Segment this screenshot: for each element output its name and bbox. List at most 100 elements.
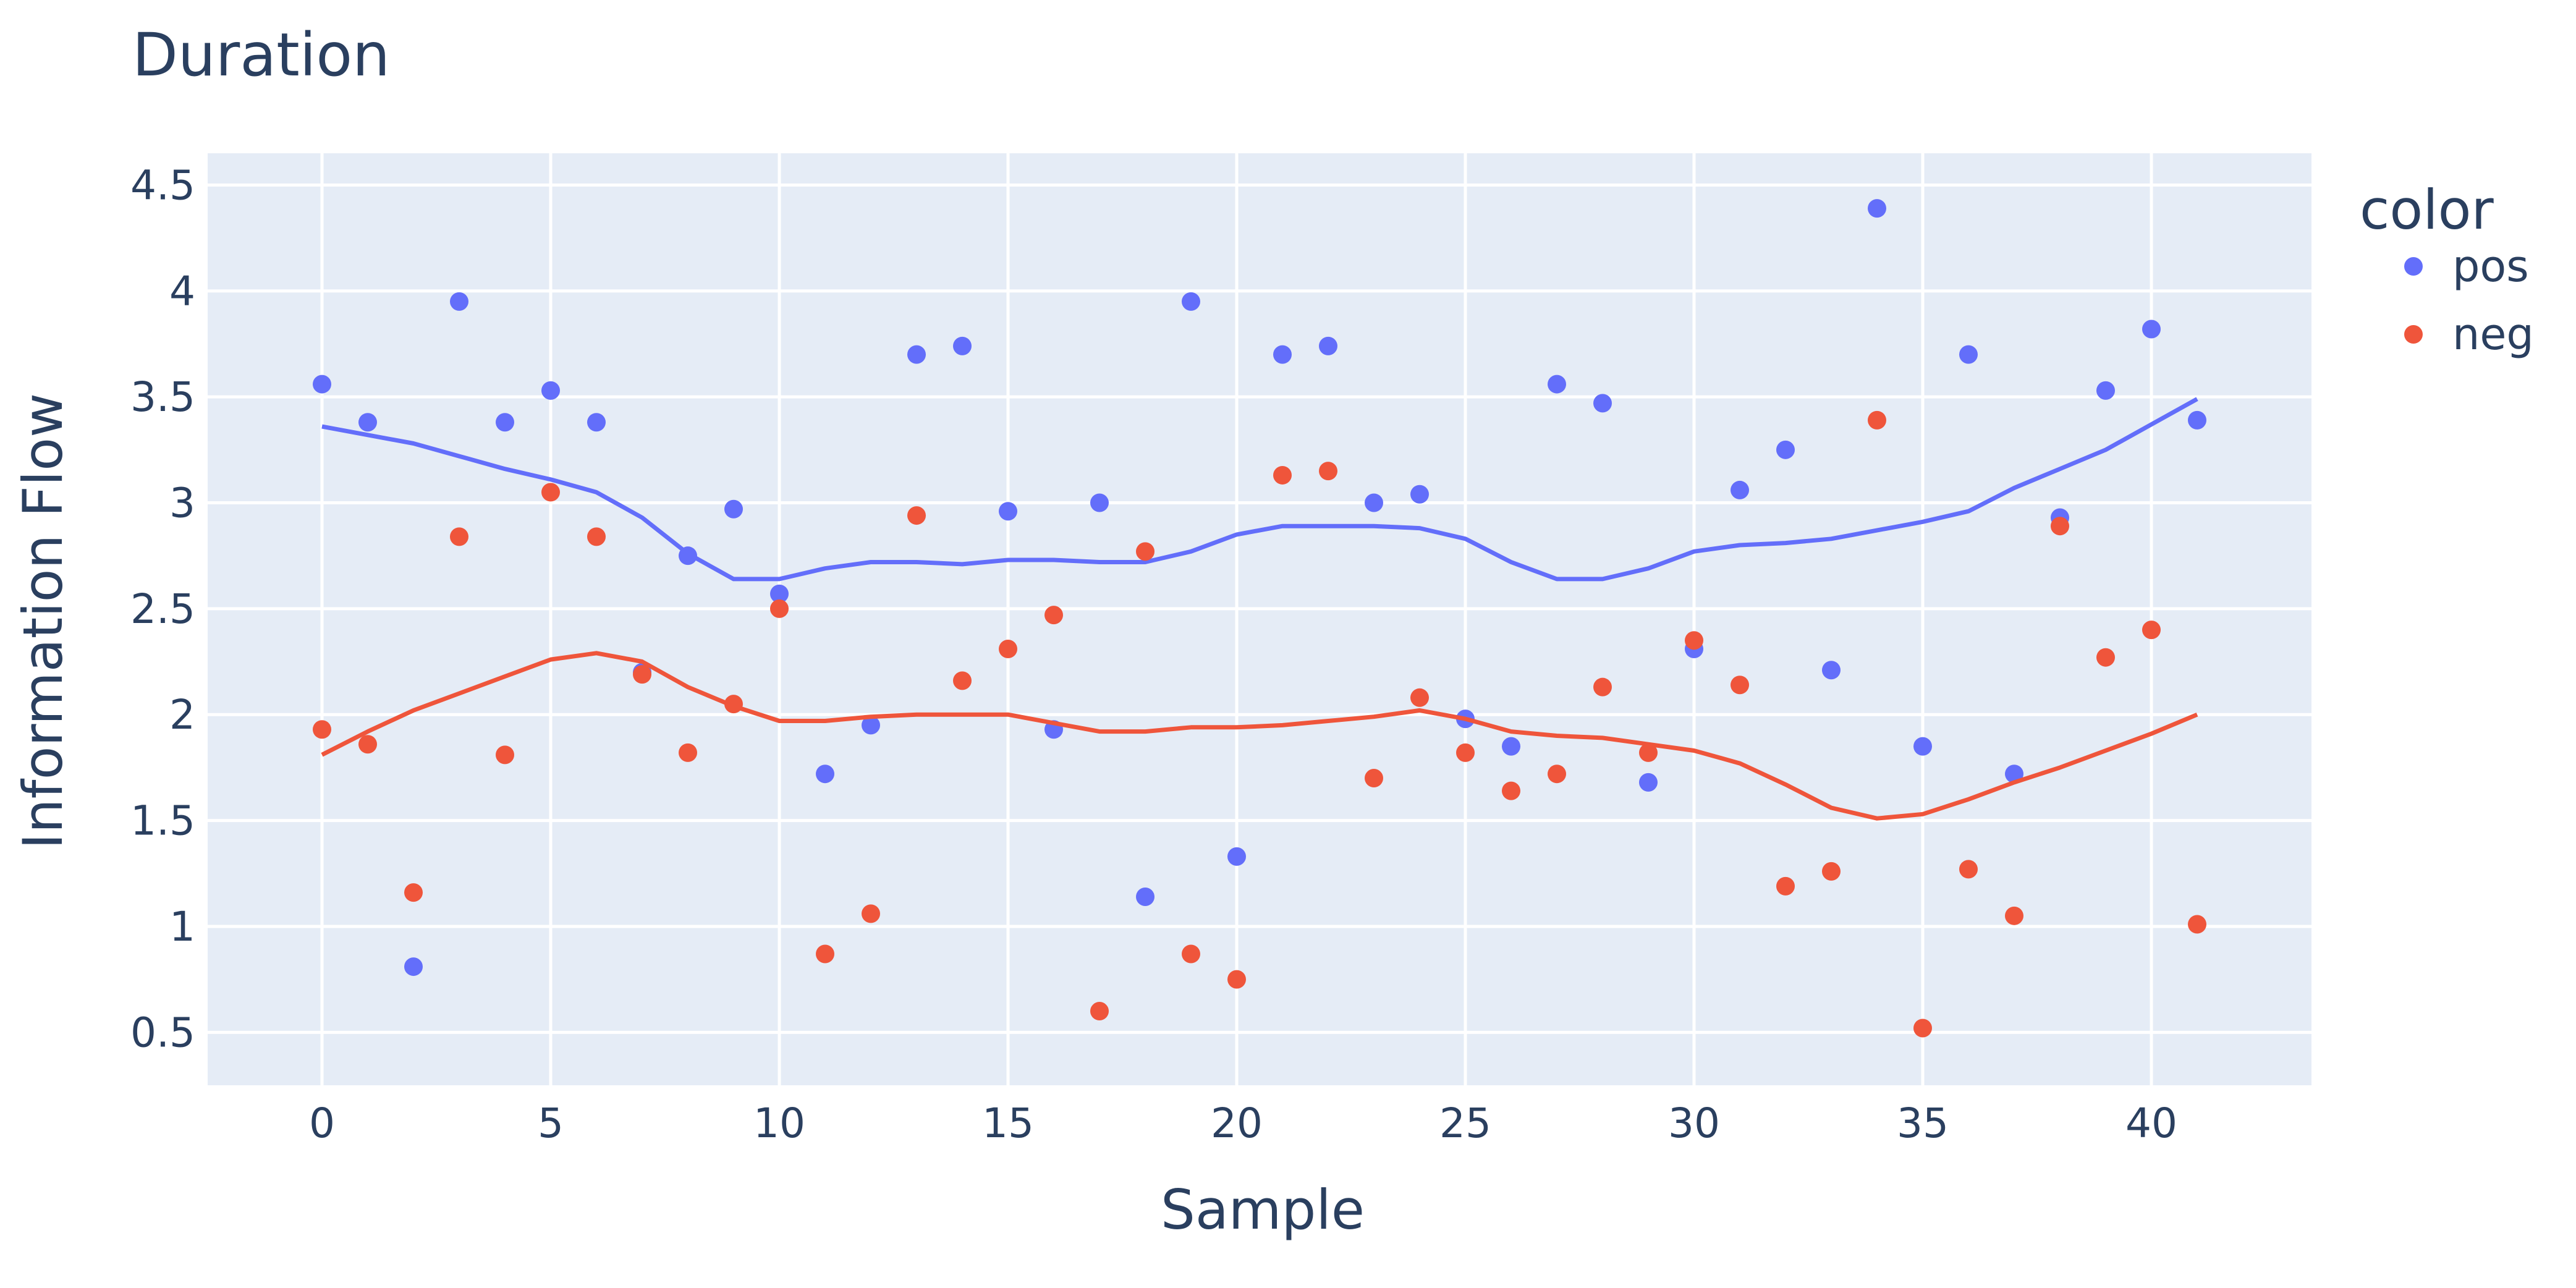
- x-tick-label: 0: [309, 1099, 335, 1147]
- trend-line-pos: [321, 397, 2198, 582]
- data-point-neg: [862, 904, 880, 923]
- data-point-neg: [1593, 677, 1612, 697]
- data-point-neg: [1731, 676, 1749, 695]
- data-point-neg: [907, 506, 926, 525]
- data-point-neg: [816, 944, 834, 964]
- x-axis-title: Sample: [1161, 1178, 1365, 1242]
- legend-title: color: [2360, 178, 2494, 242]
- data-point-pos: [1822, 661, 1841, 680]
- trend-line-neg: [321, 651, 2198, 821]
- data-point-neg: [1959, 860, 1978, 879]
- traces: [313, 199, 2206, 1038]
- y-tick-label: 1: [169, 903, 195, 951]
- data-point-pos: [1548, 375, 1566, 394]
- data-point-neg: [1776, 876, 1795, 896]
- legend-marker-pos: [2404, 257, 2423, 276]
- legend-marker-neg: [2404, 325, 2423, 344]
- data-point-pos: [450, 292, 468, 311]
- legend-item-pos[interactable]: pos: [2404, 241, 2529, 292]
- data-point-neg: [2188, 915, 2206, 934]
- x-tick-label: 5: [538, 1099, 564, 1147]
- data-point-neg: [496, 745, 514, 765]
- data-point-pos: [1365, 493, 1383, 512]
- y-tick-label: 4.5: [130, 161, 195, 209]
- data-point-pos: [1090, 493, 1109, 512]
- data-point-pos: [816, 765, 834, 784]
- legend-label-neg: neg: [2452, 309, 2534, 360]
- y-tick-label: 2.5: [130, 585, 195, 633]
- data-point-pos: [404, 957, 423, 977]
- data-point-neg: [633, 665, 651, 684]
- data-point-pos: [1593, 394, 1612, 413]
- data-point-neg: [1639, 743, 1658, 762]
- data-point-pos: [541, 381, 560, 400]
- y-axis-title: Information Flow: [11, 393, 75, 849]
- y-tick-label: 1.5: [130, 797, 195, 845]
- data-point-neg: [2142, 621, 2161, 640]
- x-tick-label: 20: [1211, 1099, 1263, 1147]
- data-point-pos: [1868, 199, 1886, 218]
- data-point-pos: [587, 413, 606, 432]
- data-point-pos: [679, 546, 697, 566]
- data-point-pos: [1319, 336, 1337, 355]
- grid-lines: [208, 153, 2311, 1085]
- data-point-pos: [313, 375, 331, 394]
- data-point-pos: [999, 502, 1017, 521]
- data-point-neg: [587, 527, 606, 546]
- data-point-pos: [1913, 737, 1932, 756]
- data-point-neg: [999, 639, 1017, 658]
- x-tick-label: 10: [753, 1099, 805, 1147]
- data-point-neg: [358, 735, 377, 754]
- data-point-neg: [1365, 769, 1383, 788]
- y-tick-label: 0.5: [130, 1009, 195, 1056]
- data-point-neg: [679, 743, 697, 762]
- y-axis-ticks: 0.5 1 1.5 2 2.5 3 3.5 4 4.5: [130, 161, 195, 1056]
- x-tick-label: 30: [1668, 1099, 1720, 1147]
- plot-background: [208, 153, 2311, 1085]
- data-point-pos: [2188, 410, 2206, 430]
- data-point-neg: [1913, 1019, 1932, 1038]
- data-point-pos: [1410, 485, 1429, 504]
- series-neg: [313, 410, 2206, 1038]
- x-tick-label: 15: [982, 1099, 1034, 1147]
- data-point-pos: [496, 413, 514, 432]
- data-point-neg: [1868, 410, 1886, 430]
- legend[interactable]: color pos neg: [2360, 178, 2534, 360]
- data-point-pos: [1136, 887, 1155, 906]
- data-point-neg: [1182, 944, 1200, 964]
- data-point-neg: [2096, 648, 2115, 667]
- legend-label-pos: pos: [2452, 241, 2529, 292]
- data-point-neg: [770, 599, 789, 618]
- x-tick-label: 25: [1439, 1099, 1491, 1147]
- data-point-neg: [1410, 688, 1429, 707]
- data-point-pos: [1227, 847, 1246, 866]
- data-point-pos: [1959, 345, 1978, 364]
- data-point-neg: [1456, 743, 1475, 762]
- data-point-pos: [1776, 440, 1795, 459]
- x-axis-ticks: 0 5 10 15 20 25 30 35 40: [309, 1099, 2177, 1147]
- data-point-neg: [1227, 970, 1246, 989]
- data-point-pos: [2142, 320, 2161, 339]
- data-point-pos: [1731, 480, 1749, 499]
- data-point-neg: [450, 527, 468, 546]
- legend-item-neg[interactable]: neg: [2404, 309, 2534, 360]
- data-point-neg: [1319, 462, 1337, 481]
- chart-title: Duration: [132, 20, 390, 90]
- data-point-neg: [313, 720, 331, 739]
- y-tick-label: 2: [169, 691, 195, 739]
- data-point-pos: [907, 345, 926, 364]
- data-point-pos: [2096, 381, 2115, 400]
- y-tick-label: 3: [169, 480, 195, 527]
- data-point-neg: [1822, 862, 1841, 881]
- data-point-pos: [1273, 345, 1292, 364]
- data-point-neg: [1090, 1002, 1109, 1021]
- data-point-neg: [1136, 542, 1155, 561]
- y-tick-label: 4: [169, 268, 195, 315]
- data-point-neg: [1044, 606, 1063, 625]
- y-tick-label: 3.5: [130, 373, 195, 421]
- data-point-pos: [953, 336, 972, 355]
- data-point-pos: [724, 499, 743, 519]
- data-point-pos: [1182, 292, 1200, 311]
- data-point-neg: [2051, 517, 2069, 536]
